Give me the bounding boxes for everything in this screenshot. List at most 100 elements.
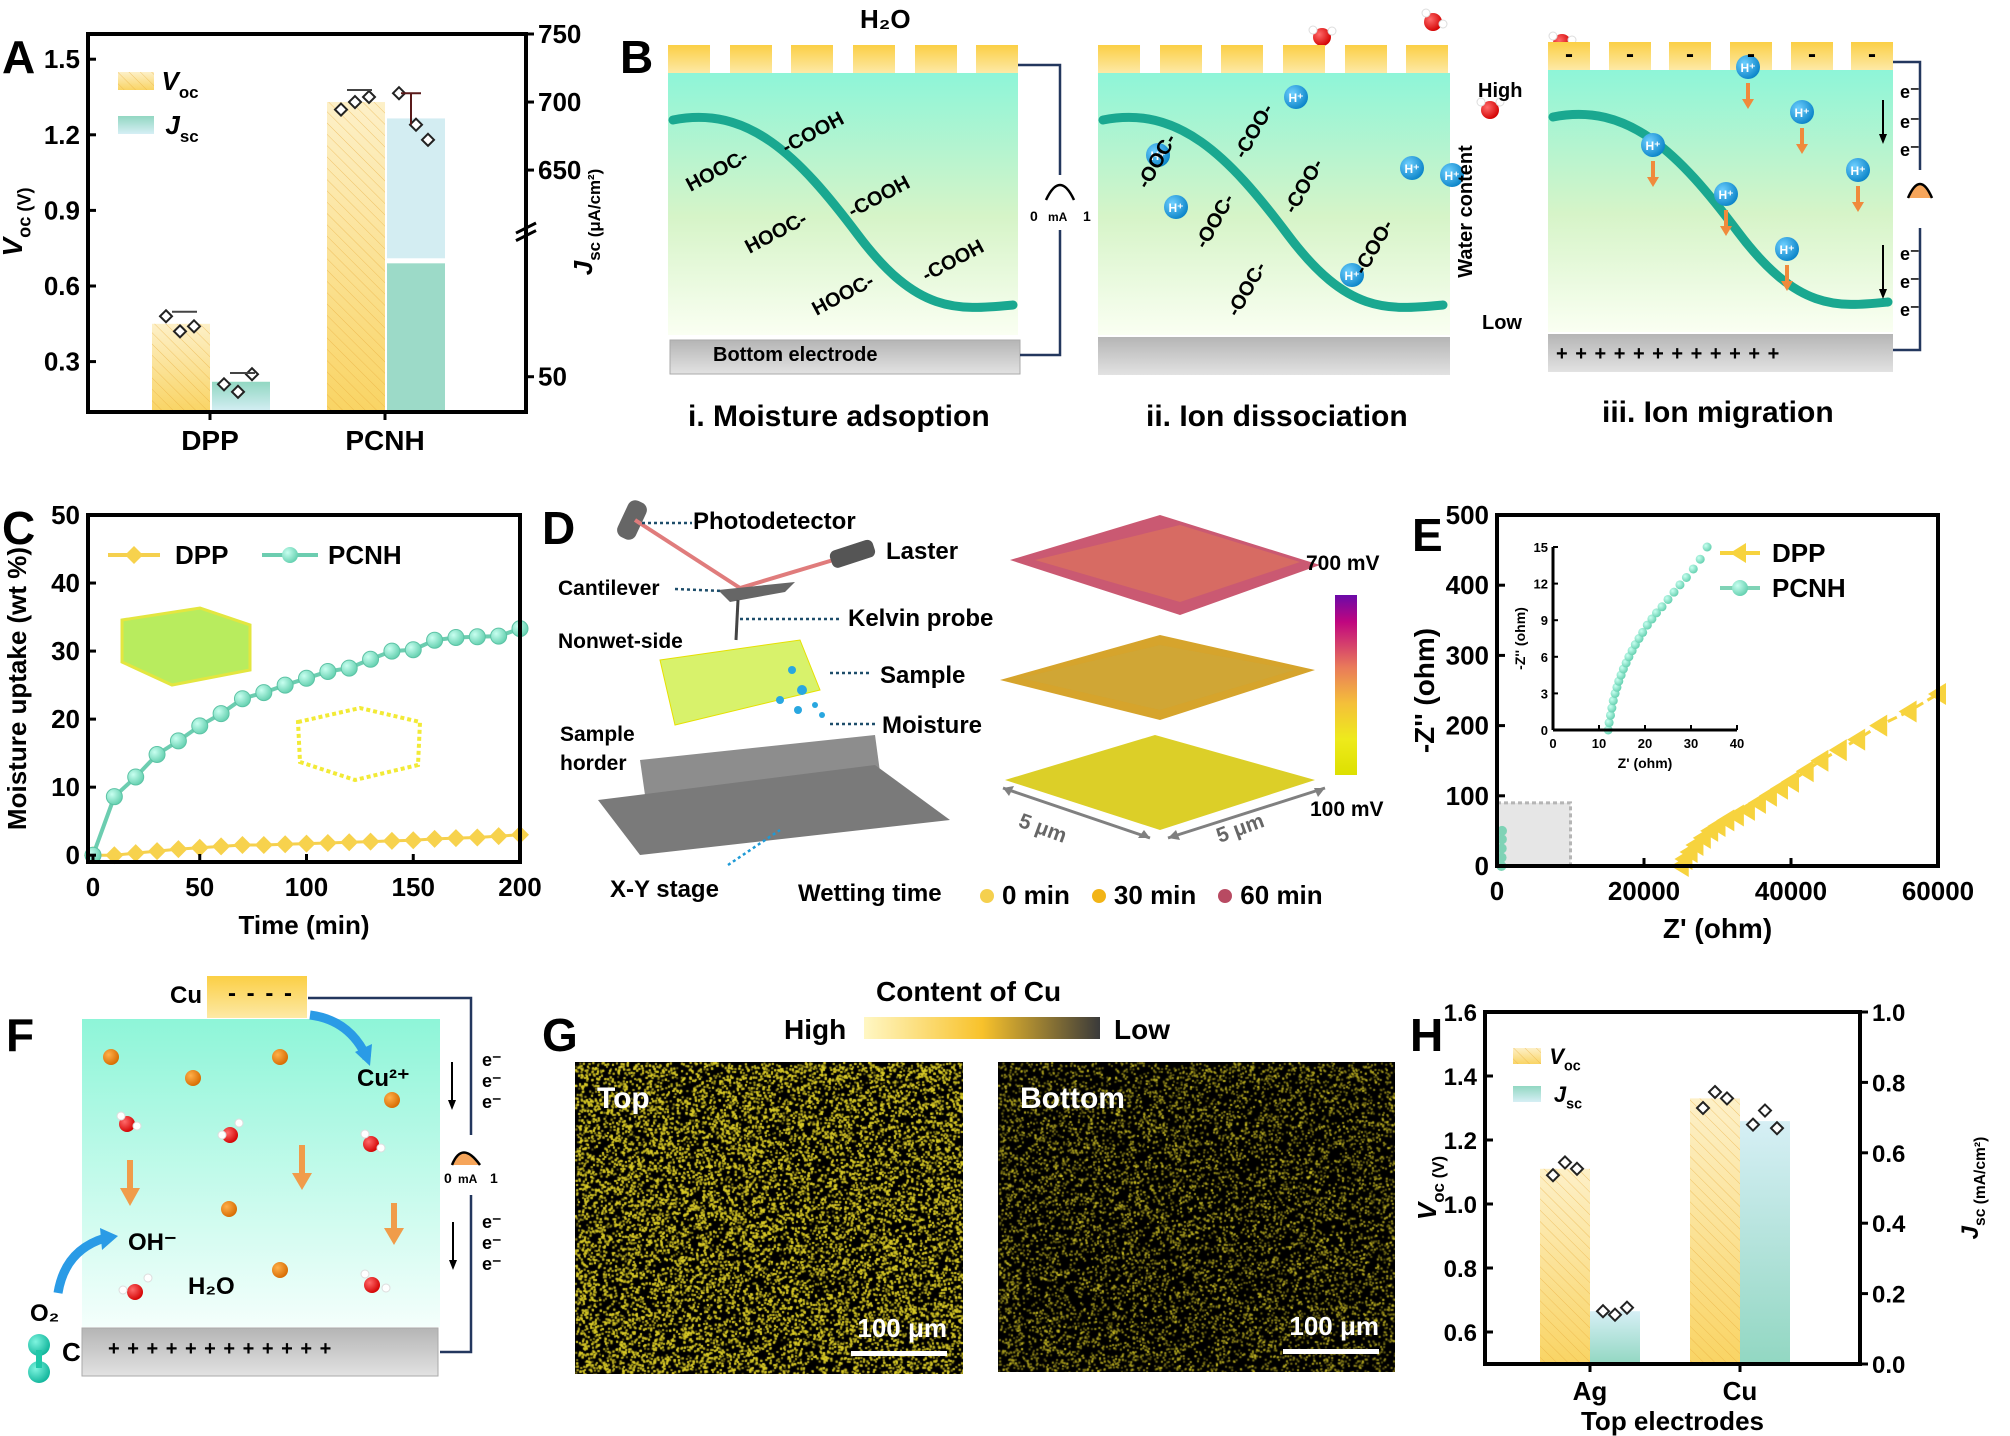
inset-data-point-pcnh [1652,608,1661,618]
x-axis-label: Top electrodes [1581,1406,1764,1436]
y2-axis-label: Jsc (mA/cm²) [1957,1137,1989,1240]
h-ion-icon [1146,143,1170,167]
electron-label: e⁻ [482,1233,502,1253]
y-tick-label: 400 [1446,570,1489,600]
inset-y-tick-label: 15 [1534,540,1548,555]
h-ion-label: H⁺ [1795,106,1810,120]
legend-label-dpp: DPP [175,540,228,570]
panel-b-label: B [620,31,654,83]
panel-g-label: G [542,1009,578,1061]
data-point-pcnh [447,628,465,646]
data-point-pcnh [127,768,145,786]
data-point-dpp [297,834,316,853]
wetting-time-legend: 0 min 30 min 60 min [980,880,1323,911]
meter-unit-label: mA [1048,210,1068,224]
migration-arrow-icon [1796,128,1808,154]
y-axis-label: Moisture uptake (wt %) [2,547,32,830]
panel-e-label: E [1412,509,1443,561]
data-point [1769,1120,1785,1136]
y2-axis-label: Jsc (μA/cm²) [568,169,604,275]
data-point-dpp [233,835,252,854]
data-point-pcnh [105,788,123,806]
stage-iii-diagram [1548,42,1893,372]
x-tick-label: 100 [285,872,328,902]
x-tick-label: Ag [1573,1376,1608,1406]
cu-scale-high: High [784,1014,847,1045]
bar-voc-hatch [327,102,385,412]
water-molecule-icon [360,1129,386,1153]
data-point [158,308,174,324]
kelvin-probe-tip [734,599,740,641]
h-ion-icon [1641,133,1665,157]
electron-label: e⁻ [1900,82,1920,102]
dim-arrow-y [1167,786,1326,840]
migration-arrow-icon [1647,161,1659,187]
data-point-pcnh [1496,834,1507,845]
migration-arrow-icon [1781,265,1793,291]
o2-label: O₂ [30,1300,60,1327]
axes-frame [1483,1010,1862,1366]
y-tick-label: 200 [1446,711,1489,741]
inset-data-point-pcnh [1638,627,1648,637]
legend-label-dpp: DPP [1772,538,1825,568]
bar-voc-hatch [1540,1168,1590,1364]
data-point-pcnh [1496,825,1507,836]
inset-data-point-pcnh [1607,703,1617,713]
water-molecule-icon [360,1269,391,1293]
water-content-title: Water content [1454,145,1477,278]
inset-y-tick-label: 12 [1534,577,1548,592]
data-point-dpp [105,846,124,865]
stage-ii-caption: ii. Ion dissociation [1146,400,1408,433]
bar-jsc [1740,1121,1790,1364]
wetting-legend-item: 30 min [1091,880,1196,911]
data-point-dpp [148,842,167,861]
data-point-pcnh [383,642,401,660]
y-tick-label: 20 [51,704,80,734]
electron-label: e⁻ [482,1254,502,1274]
y2-tick-label: 0.0 [1872,1352,1905,1379]
electrode-segment [915,45,957,73]
wetting-legend-item: 0 min [980,880,1070,911]
inset-data-point-pcnh [1681,573,1691,582]
y-tick-label: 1.5 [44,44,80,74]
data-point-dpp [169,840,188,859]
y-tick-label: 10 [51,772,80,802]
inset-x-axis-label: Z' (ohm) [1618,755,1673,771]
h-ion-label: H⁺ [1345,269,1360,283]
ammeter-i-icon [1044,183,1076,201]
legend-marker-pcnh [1732,580,1748,596]
data-point [391,85,407,101]
cu-electrode-charges: - - - - [228,980,294,1007]
data-point-pcnh [255,684,273,702]
legend-label: 60 min [1240,880,1323,910]
meter-min-label: 0 [1030,208,1038,224]
data-point-pcnh [276,676,294,694]
y2-tick-label: 1.0 [1872,1000,1905,1027]
data-point-dpp [489,827,508,846]
electron-label: e⁻ [482,1212,502,1232]
part-photodetector: Photodetector [693,508,856,535]
inset-y-tick-label: 6 [1541,650,1548,665]
data-point-pcnh [191,717,209,735]
data-point-dpp [212,837,231,856]
stage-iii-caption: iii. Ion migration [1602,396,1834,429]
legend-swatch-jsc [1513,1086,1541,1102]
y-tick-label: 1.2 [1444,1128,1477,1155]
wetting-legend-item: 60 min [1218,880,1323,911]
data-point [1545,1167,1561,1183]
data-point-pcnh [426,631,444,649]
legend-dot-icon [1218,888,1233,903]
y-tick-label: 0.8 [1444,1256,1477,1283]
x-tick-label: 0 [86,872,100,902]
inset-x-tick-label: 0 [1549,736,1556,751]
data-point-pcnh [148,745,166,763]
x-tick-label: 50 [185,872,214,902]
zoom-region-box [1495,801,1572,868]
kpfm-scale-min: 100 mV [1310,798,1384,821]
cu-map-top-texture [575,1062,963,1374]
data-point-dpp [1758,784,1777,807]
y2-tick-label: 0.4 [1872,1211,1906,1238]
legend-label-pcnh: PCNH [1772,573,1846,603]
legend-swatch-voc-hatch [1513,1048,1541,1064]
part-cantilever: Cantilever [558,577,660,600]
